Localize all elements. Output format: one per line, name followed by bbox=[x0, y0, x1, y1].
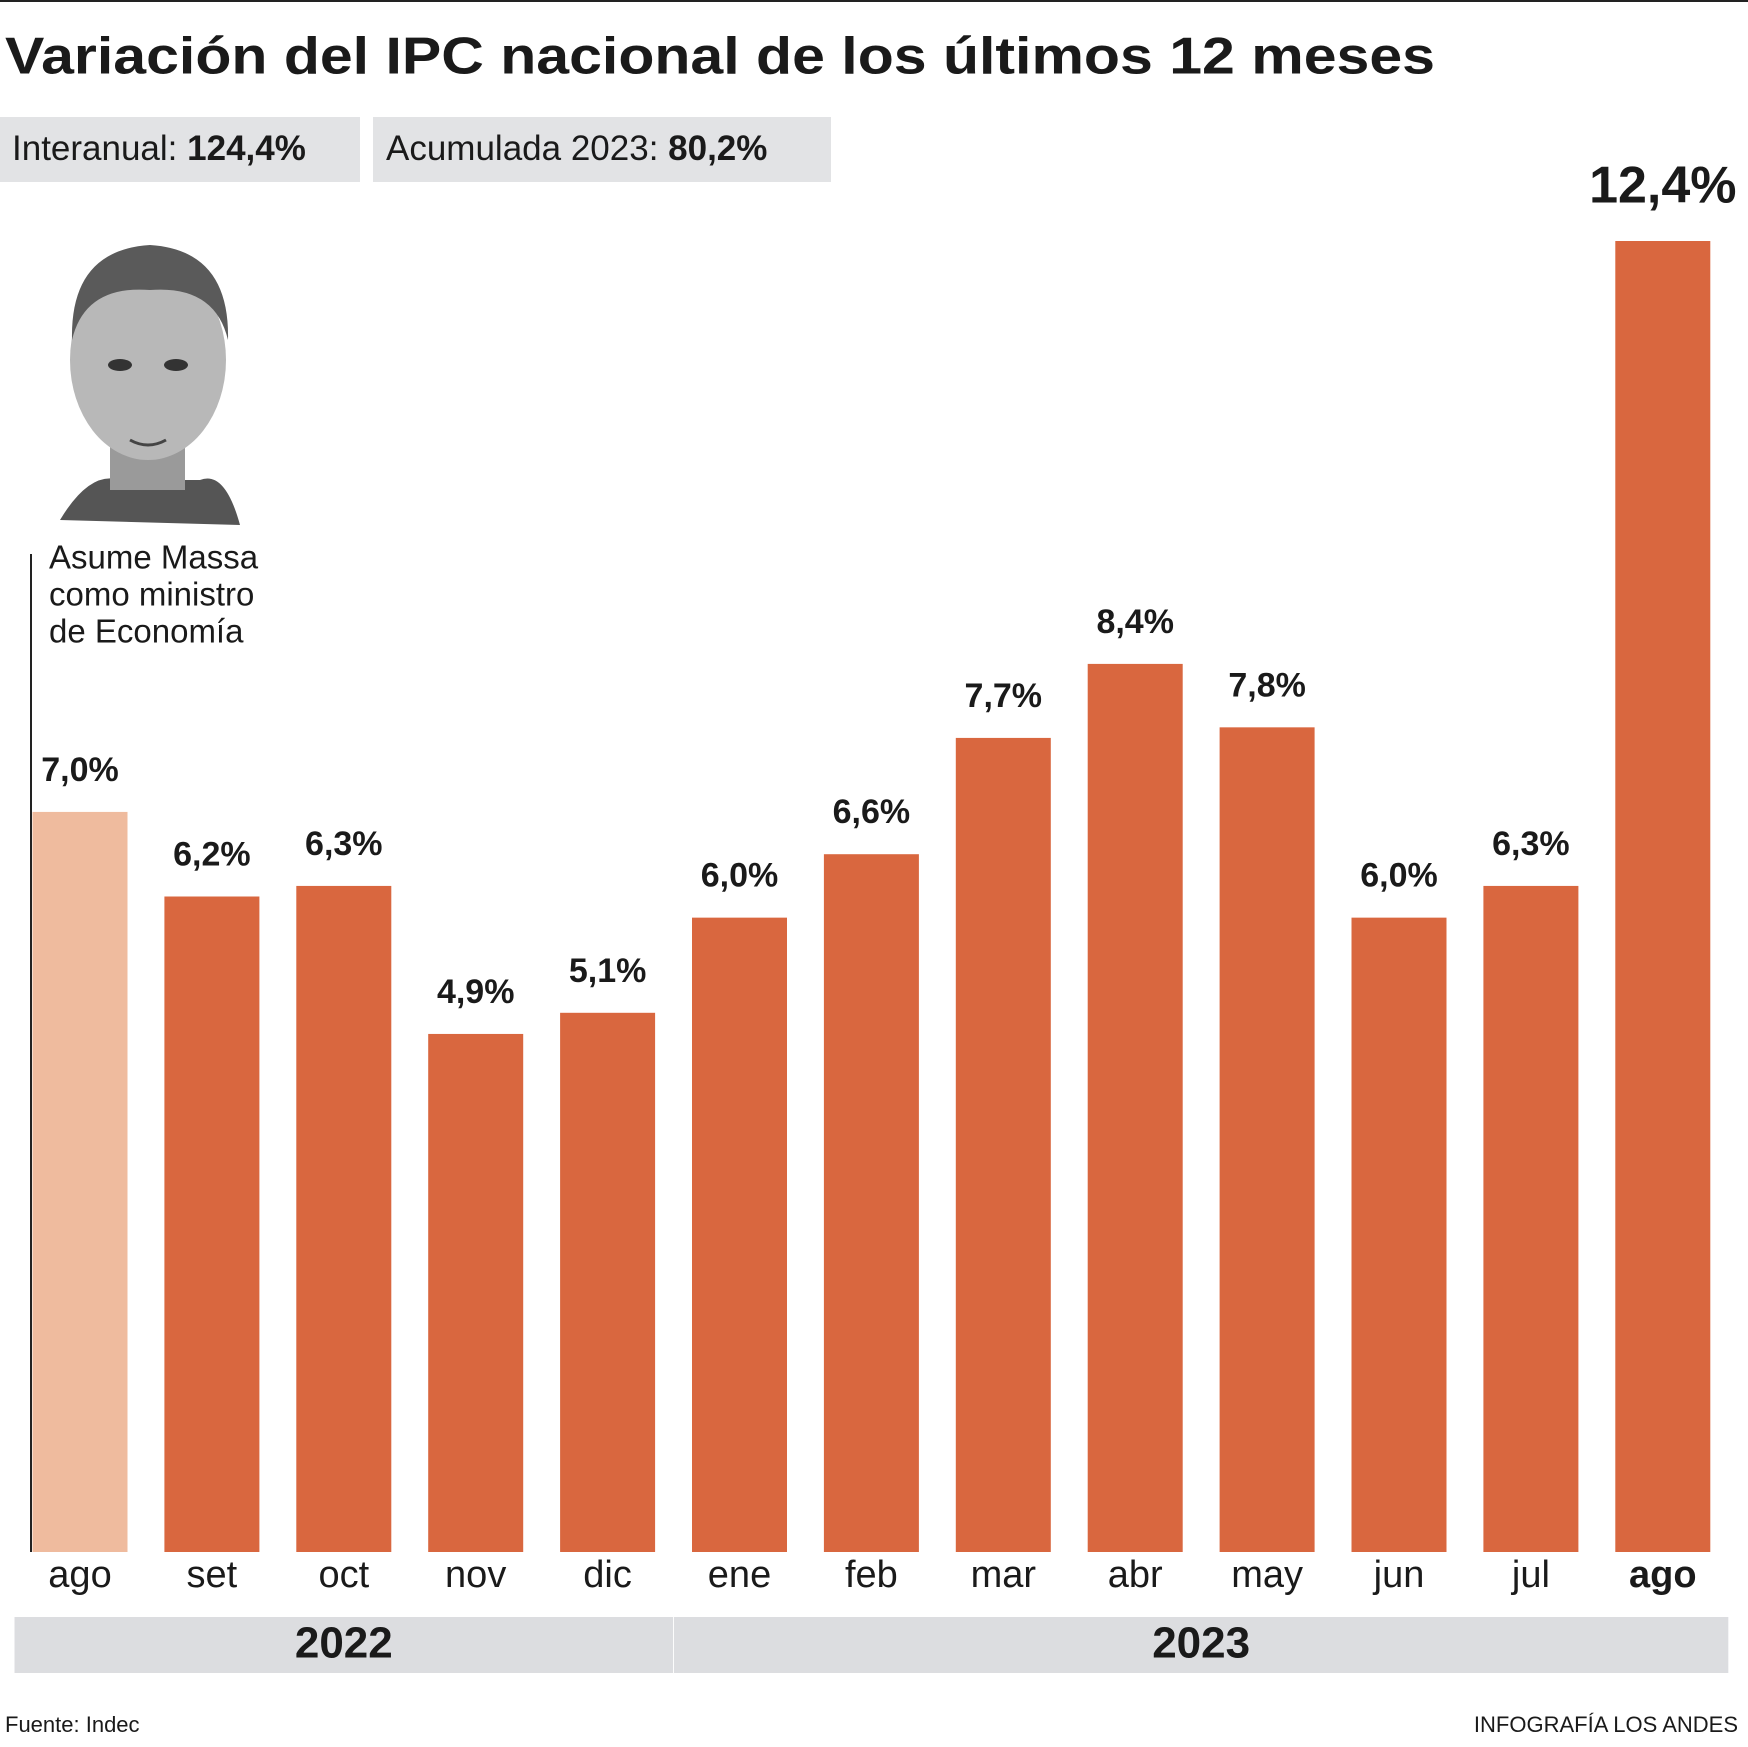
x-tick-label: set bbox=[187, 1554, 238, 1596]
stat-box bbox=[0, 117, 360, 182]
value-label: 6,3% bbox=[1492, 825, 1570, 863]
x-tick-label: nov bbox=[445, 1554, 506, 1596]
stat-box bbox=[373, 117, 831, 182]
bar bbox=[164, 896, 260, 1552]
x-tick-label: jun bbox=[1373, 1554, 1425, 1596]
x-tick-label: ago bbox=[1629, 1554, 1697, 1596]
x-tick-label: ene bbox=[708, 1554, 771, 1596]
x-tick-label: may bbox=[1231, 1554, 1303, 1596]
year-label: 2023 bbox=[1152, 1619, 1250, 1668]
top-border bbox=[0, 0, 1748, 2]
portrait bbox=[60, 245, 240, 525]
value-label: 6,2% bbox=[173, 835, 251, 873]
year-band bbox=[674, 1617, 1729, 1673]
bar bbox=[1219, 727, 1315, 1552]
year-band bbox=[14, 1617, 674, 1673]
annotation: Asume Massa bbox=[49, 539, 259, 576]
stat-label: Acumulada 2023: bbox=[386, 129, 658, 168]
bar bbox=[428, 1033, 524, 1552]
stat: Acumulada 2023: 80,2% bbox=[386, 129, 767, 168]
bar bbox=[955, 737, 1051, 1552]
bar bbox=[296, 885, 392, 1552]
bar bbox=[32, 811, 128, 1552]
x-tick-label: jul bbox=[1511, 1554, 1550, 1596]
annotation: como ministro bbox=[49, 576, 254, 613]
value-label: 7,7% bbox=[965, 677, 1043, 715]
bar bbox=[1351, 917, 1447, 1552]
value-label: 6,3% bbox=[305, 825, 383, 863]
bar bbox=[560, 1012, 656, 1552]
value-label: 6,6% bbox=[833, 793, 911, 831]
bar bbox=[1615, 241, 1711, 1552]
chart-title: Variación del IPC nacional de los último… bbox=[5, 28, 1435, 86]
bar bbox=[1483, 885, 1579, 1552]
stat-value: 80,2% bbox=[668, 129, 767, 168]
source: Fuente: Indec bbox=[5, 1712, 140, 1737]
value-label: 8,4% bbox=[1096, 603, 1174, 641]
bar bbox=[692, 917, 787, 1552]
value-label: 12,4% bbox=[1589, 157, 1736, 215]
x-tick-label: ago bbox=[48, 1554, 111, 1596]
stat: Interanual: 124,4% bbox=[12, 129, 306, 168]
x-tick-label: feb bbox=[845, 1554, 898, 1596]
value-label: 6,0% bbox=[701, 857, 779, 895]
bar bbox=[1087, 663, 1183, 1552]
year-label: 2022 bbox=[295, 1619, 393, 1668]
bar bbox=[823, 854, 919, 1552]
value-label: 5,1% bbox=[569, 952, 647, 990]
x-tick-label: mar bbox=[971, 1554, 1037, 1596]
x-tick-label: dic bbox=[583, 1554, 632, 1596]
stat-value: 124,4% bbox=[187, 129, 306, 168]
value-label: 6,0% bbox=[1360, 857, 1438, 895]
x-tick-label: abr bbox=[1108, 1554, 1163, 1596]
value-label: 7,0% bbox=[41, 751, 119, 789]
stat-label: Interanual: bbox=[12, 129, 177, 168]
credit: INFOGRAFÍA LOS ANDES bbox=[1474, 1712, 1738, 1737]
annotation: de Economía bbox=[49, 613, 244, 650]
x-tick-label: oct bbox=[318, 1554, 369, 1596]
value-label: 4,9% bbox=[437, 973, 515, 1011]
value-label: 7,8% bbox=[1228, 666, 1306, 704]
